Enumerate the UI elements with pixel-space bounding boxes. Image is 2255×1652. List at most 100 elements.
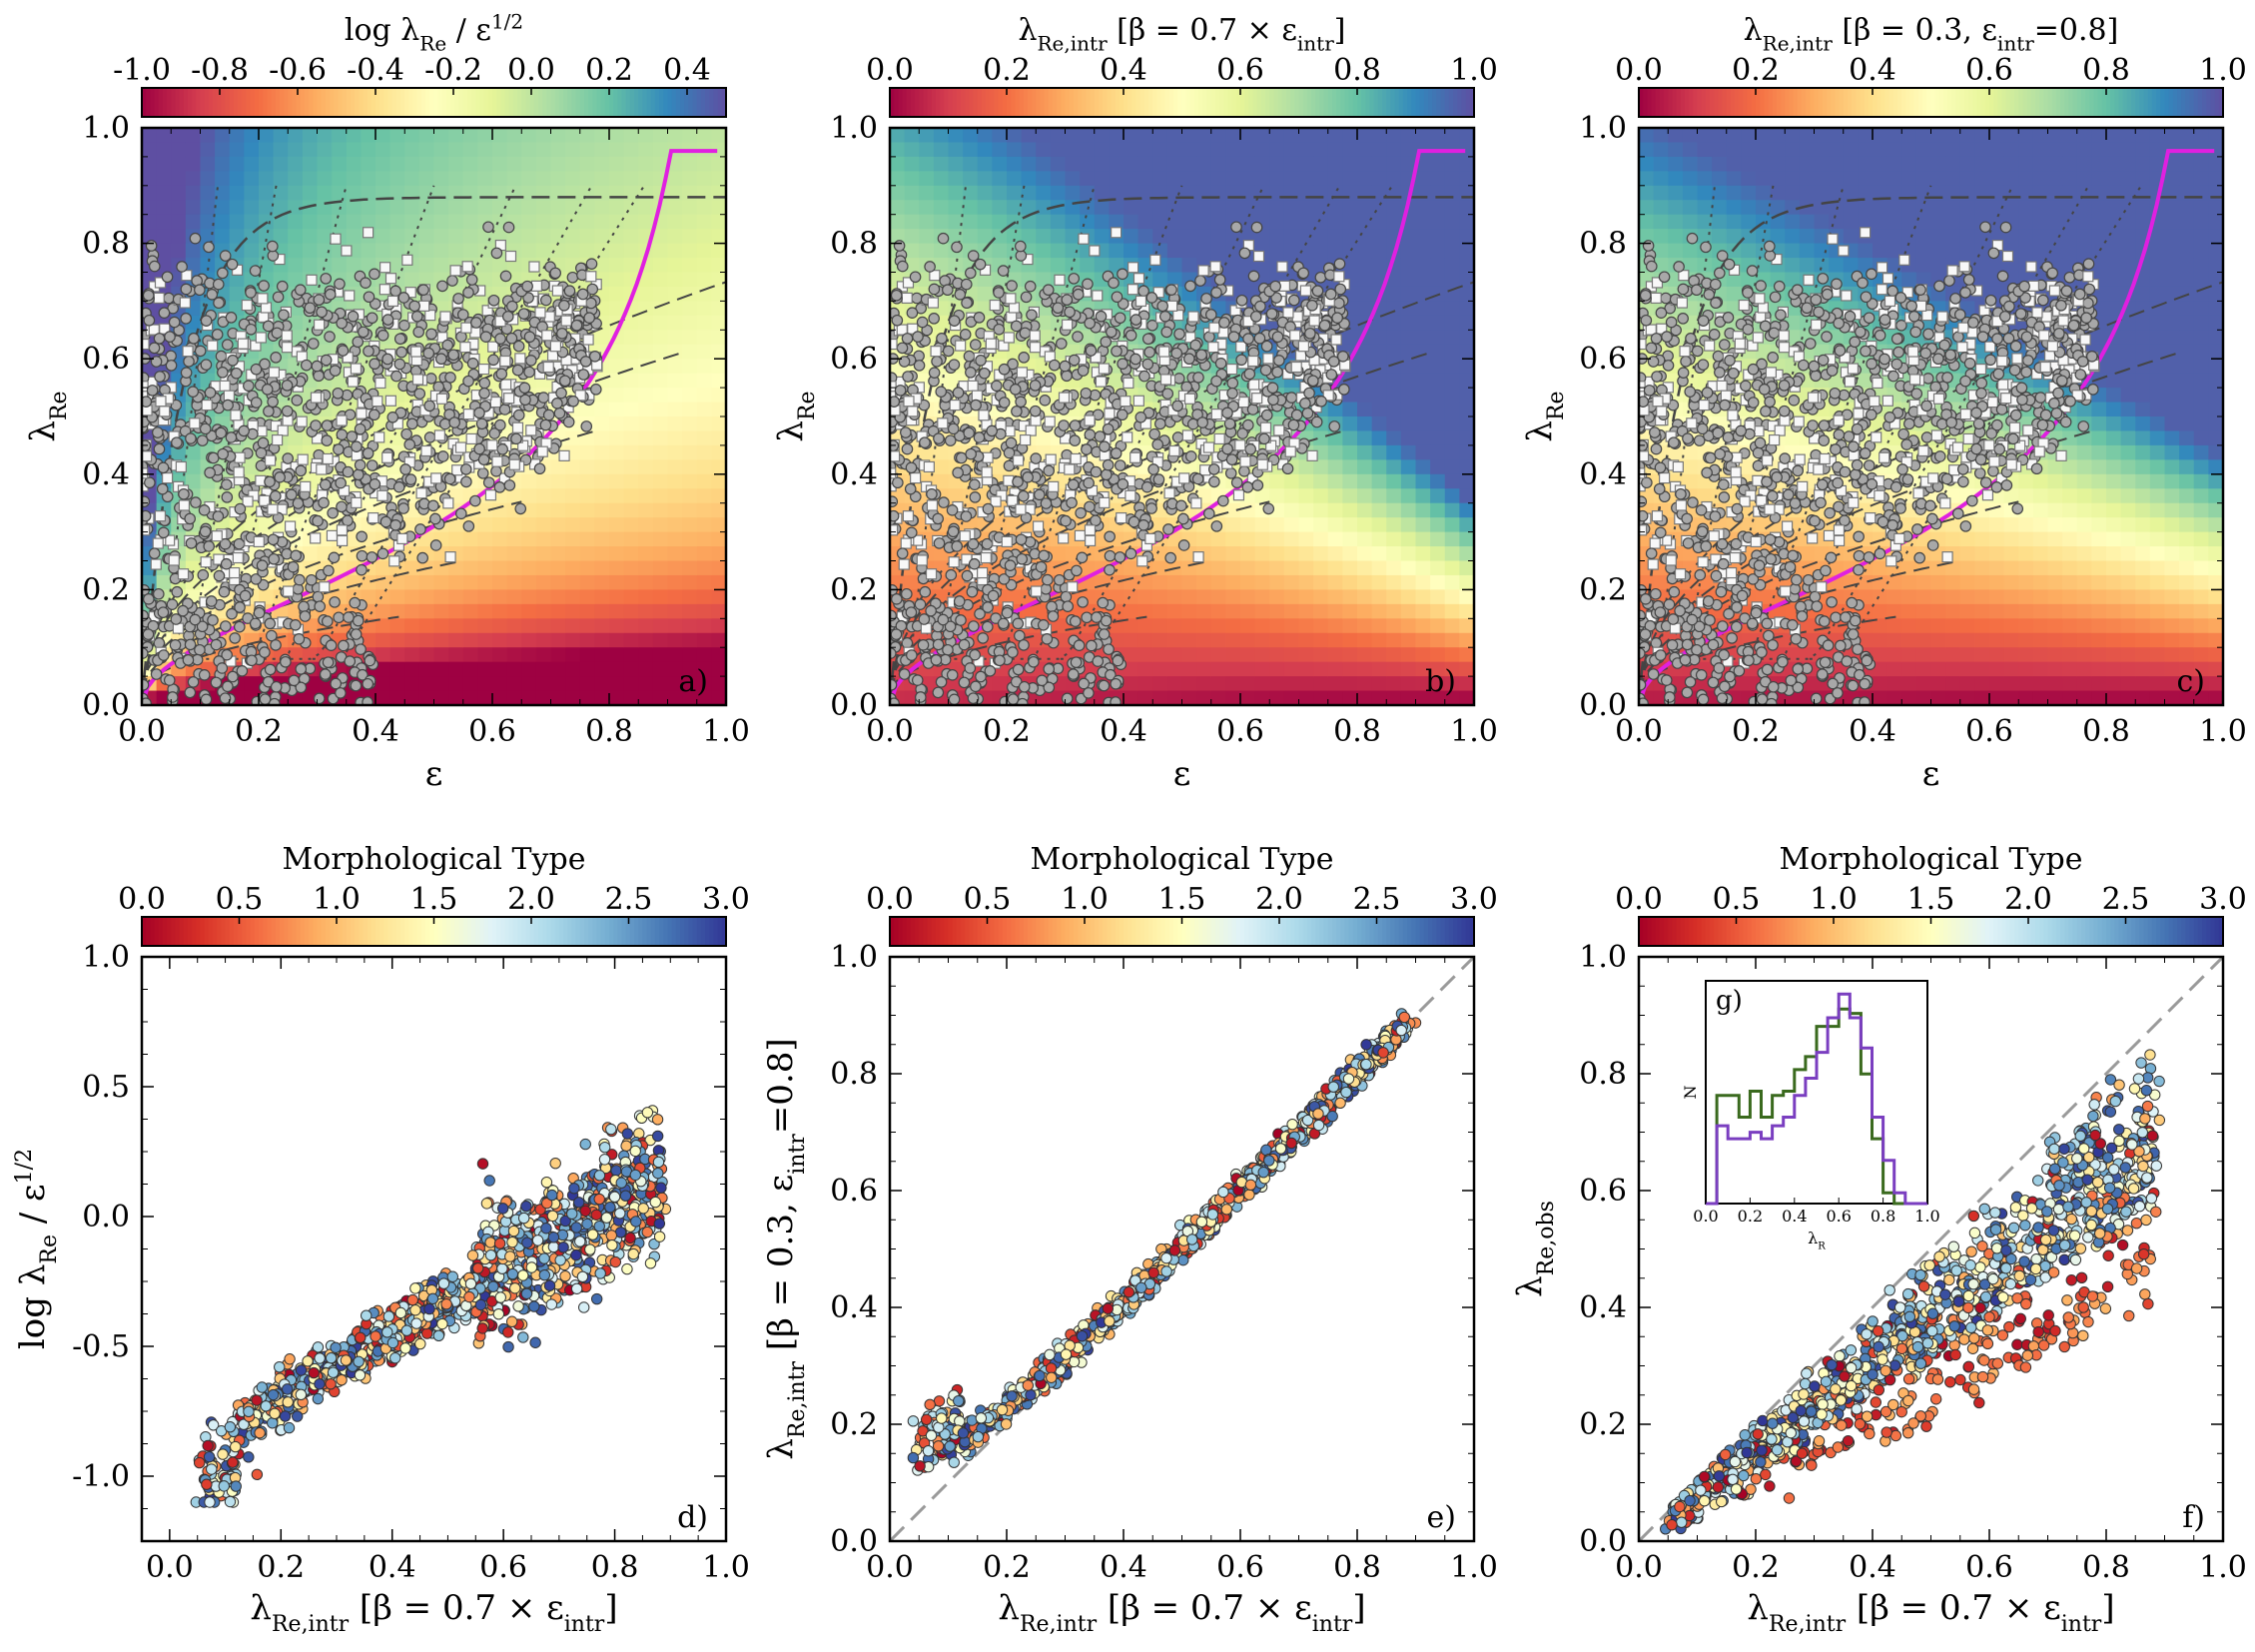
map-cell (1342, 676, 1357, 691)
map-cell (711, 273, 726, 288)
map-cell (1357, 647, 1372, 662)
data-point (309, 339, 319, 349)
data-point (356, 644, 366, 654)
map-cell (992, 244, 1007, 259)
data-point (154, 638, 164, 648)
map-cell (594, 532, 609, 547)
map-cell (463, 244, 478, 259)
data-point (567, 273, 577, 283)
map-cell (507, 157, 522, 172)
map-cell (186, 171, 201, 186)
map-cell (1269, 474, 1284, 489)
data-point-square (515, 354, 525, 364)
data-point (552, 399, 562, 409)
map-cell (1109, 200, 1124, 215)
map-cell (711, 430, 726, 445)
map-cell (1284, 532, 1299, 547)
map-cell (521, 215, 536, 230)
map-cell (682, 532, 697, 547)
map-cell (1051, 244, 1066, 259)
data-point (586, 298, 596, 308)
data-point-square (402, 255, 412, 265)
map-cell (551, 171, 566, 186)
map-cell (332, 258, 347, 273)
colorbar-tick-label: 1.0 (1450, 53, 1498, 88)
data-point (353, 337, 363, 347)
map-cell (477, 128, 492, 143)
x-tick-label: 0.4 (352, 714, 399, 749)
map-cell (697, 171, 712, 186)
map-cell (1225, 575, 1240, 590)
map-cell (507, 604, 522, 619)
map-cell (682, 374, 697, 389)
map-cell (157, 215, 172, 230)
map-cell (594, 128, 609, 143)
data-point (351, 629, 361, 639)
data-point (407, 418, 417, 428)
map-cell (1328, 517, 1343, 532)
map-cell (638, 171, 653, 186)
data-point (479, 378, 489, 388)
data-point (586, 259, 596, 269)
data-point (413, 327, 423, 337)
map-cell (1299, 647, 1314, 662)
map-cell (919, 200, 934, 215)
map-cell (697, 345, 712, 360)
map-cell (682, 618, 697, 633)
map-cell (1095, 229, 1110, 244)
map-cell (1284, 128, 1299, 143)
map-cell (477, 546, 492, 561)
map-cell (1138, 676, 1153, 691)
map-cell (978, 287, 993, 302)
map-cell (1152, 618, 1167, 633)
map-cell (142, 200, 157, 215)
map-cell (1051, 647, 1066, 662)
data-point-square (488, 342, 498, 352)
map-cell (448, 575, 463, 590)
map-cell (638, 445, 653, 460)
map-cell (434, 157, 449, 172)
data-point (195, 346, 205, 356)
data-point (436, 354, 446, 364)
map-cell (463, 128, 478, 143)
data-point (183, 655, 193, 665)
map-cell (624, 488, 639, 503)
map-cell (434, 258, 449, 273)
map-cell (1240, 647, 1255, 662)
data-point-square (352, 497, 362, 507)
data-point (235, 503, 245, 513)
data-point (519, 383, 529, 393)
data-point (191, 497, 201, 507)
map-cell (624, 388, 639, 403)
data-point (461, 464, 471, 474)
map-cell (376, 604, 390, 619)
map-cell (1080, 215, 1095, 230)
data-point (213, 511, 223, 521)
map-cell (1036, 244, 1051, 259)
map-cell (404, 200, 419, 215)
data-point (326, 640, 336, 650)
data-point (164, 293, 174, 303)
map-cell (668, 474, 683, 489)
map-cell (697, 503, 712, 518)
map-cell (697, 359, 712, 374)
map-cell (682, 488, 697, 503)
map-cell (1211, 229, 1226, 244)
map-cell (1328, 229, 1343, 244)
map-cell (711, 215, 726, 230)
map-cell (1124, 244, 1138, 259)
map-cell (1109, 142, 1124, 157)
data-point (154, 334, 164, 344)
map-cell (594, 618, 609, 633)
map-cell (682, 416, 697, 431)
map-cell (653, 388, 668, 403)
map-cell (521, 517, 536, 532)
map-cell (201, 128, 216, 143)
data-point (591, 385, 601, 395)
data-point (264, 407, 274, 416)
data-point-square (535, 308, 545, 318)
data-point-square (466, 433, 476, 443)
map-cell (638, 662, 653, 677)
